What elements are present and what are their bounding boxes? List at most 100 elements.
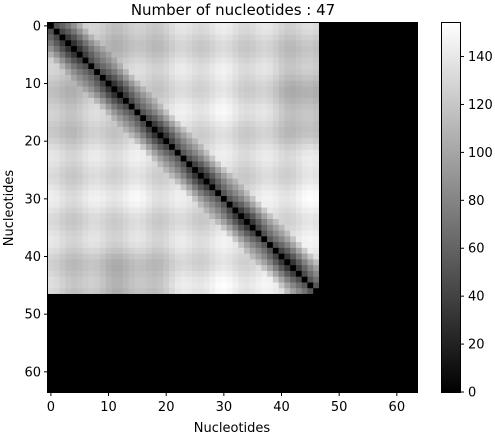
heatmap-cell — [203, 334, 210, 341]
heatmap-cell — [59, 57, 66, 64]
heatmap-cell — [313, 328, 320, 335]
heatmap-cell — [226, 236, 233, 243]
heatmap-cell — [53, 51, 60, 58]
heatmap-cell — [307, 178, 314, 185]
heatmap-cell — [244, 363, 251, 370]
heatmap-cell — [324, 40, 331, 47]
heatmap-cell — [411, 190, 418, 197]
heatmap-cell — [388, 69, 395, 76]
heatmap-cell — [244, 380, 251, 387]
heatmap-cell — [382, 386, 389, 393]
heatmap-cell — [342, 80, 349, 87]
heatmap-cell — [359, 40, 366, 47]
heatmap-cell — [169, 368, 176, 376]
heatmap-cell — [105, 97, 112, 105]
heatmap-cell — [71, 51, 78, 58]
heatmap-cell — [267, 270, 274, 278]
heatmap-cell — [180, 86, 187, 93]
heatmap-cell — [284, 259, 291, 266]
heatmap-cell — [226, 103, 233, 110]
heatmap-cell — [71, 69, 78, 76]
heatmap-cell — [307, 132, 314, 139]
heatmap-cell — [307, 155, 314, 162]
heatmap-cell — [313, 224, 320, 231]
heatmap-cell — [203, 253, 210, 260]
heatmap-cell — [169, 121, 176, 128]
heatmap-cell — [399, 334, 406, 341]
heatmap-cell — [94, 282, 101, 289]
heatmap-cell — [399, 46, 406, 53]
heatmap-cell — [249, 374, 256, 381]
heatmap-cell — [151, 374, 158, 381]
heatmap-cell — [411, 23, 418, 30]
heatmap-cell — [359, 282, 366, 289]
heatmap-cell — [180, 374, 187, 381]
heatmap-cell — [267, 74, 274, 82]
heatmap-cell — [209, 207, 216, 214]
heatmap-cell — [382, 132, 389, 139]
heatmap-cell — [128, 380, 135, 387]
heatmap-cell — [220, 334, 228, 341]
heatmap-cell — [411, 288, 418, 295]
heatmap-cell — [99, 213, 107, 220]
heatmap-cell — [301, 265, 308, 272]
heatmap-cell — [336, 351, 343, 358]
heatmap-cell — [174, 109, 181, 116]
heatmap-cell — [197, 115, 205, 122]
heatmap-cell — [76, 230, 83, 237]
heatmap-cell — [220, 115, 228, 122]
heatmap-cell — [330, 380, 337, 387]
heatmap-cell — [336, 380, 343, 387]
heatmap-cell — [388, 340, 395, 347]
heatmap-cell — [59, 63, 66, 70]
heatmap-cell — [365, 345, 372, 352]
heatmap-cell — [249, 322, 256, 329]
heatmap-cell — [146, 149, 153, 156]
heatmap-cell — [203, 276, 210, 283]
heatmap-cell — [215, 299, 222, 306]
heatmap-cell — [336, 299, 343, 306]
heatmap-cell — [244, 207, 251, 214]
heatmap-cell — [169, 363, 176, 370]
heatmap-cell — [318, 270, 326, 278]
heatmap-cell — [278, 132, 285, 139]
heatmap-cell — [382, 253, 389, 260]
heatmap-cell — [238, 23, 245, 30]
heatmap-cell — [295, 28, 303, 35]
heatmap-cell — [318, 63, 326, 70]
heatmap-cell — [215, 213, 222, 220]
heatmap-cell — [88, 317, 95, 324]
heatmap-cell — [169, 103, 176, 110]
heatmap-cell — [399, 357, 406, 364]
heatmap-cell — [261, 305, 268, 312]
heatmap-cell — [411, 28, 418, 35]
heatmap-cell — [244, 178, 251, 185]
heatmap-cell — [197, 23, 205, 30]
heatmap-cell — [134, 265, 141, 272]
heatmap-cell — [255, 236, 262, 243]
heatmap-cell — [290, 138, 297, 145]
heatmap-cell — [163, 317, 170, 324]
heatmap-cell — [111, 340, 118, 347]
heatmap-cell — [261, 328, 268, 335]
heatmap-cell — [393, 161, 401, 168]
heatmap-cell — [134, 380, 141, 387]
heatmap-cell — [169, 219, 176, 226]
heatmap-cell — [59, 178, 66, 185]
heatmap-cell — [94, 207, 101, 214]
heatmap-cell — [411, 97, 418, 105]
heatmap-cell — [255, 28, 262, 35]
heatmap-cell — [353, 363, 360, 370]
heatmap-cell — [48, 340, 55, 347]
heatmap-cell — [313, 259, 320, 266]
heatmap-cell — [405, 57, 412, 64]
heatmap-cell — [157, 34, 164, 41]
heatmap-cell — [134, 334, 141, 341]
heatmap-cell — [365, 219, 372, 226]
heatmap-cell — [99, 138, 107, 145]
heatmap-cell — [301, 28, 308, 35]
heatmap-cell — [220, 46, 228, 53]
heatmap-cell — [76, 178, 83, 185]
heatmap-cell — [318, 328, 326, 335]
heatmap-cell — [48, 103, 55, 110]
